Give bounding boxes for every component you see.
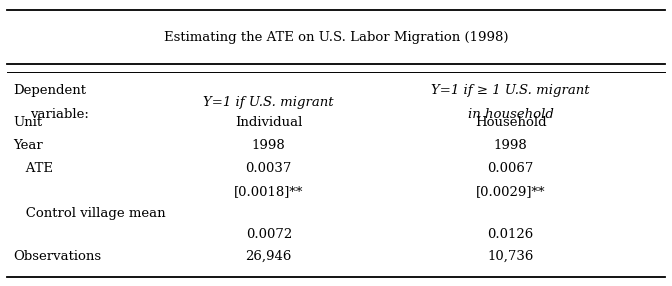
Text: 0.0037: 0.0037: [245, 162, 292, 175]
Text: Y=1 if U.S. migrant: Y=1 if U.S. migrant: [204, 96, 334, 109]
Text: Y=1 if ≥ 1 U.S. migrant: Y=1 if ≥ 1 U.S. migrant: [431, 84, 590, 97]
Text: 0.0126: 0.0126: [488, 228, 534, 241]
Text: Estimating the ATE on U.S. Labor Migration (1998): Estimating the ATE on U.S. Labor Migrati…: [164, 31, 508, 44]
Text: Household: Household: [475, 116, 546, 130]
Text: in household: in household: [468, 108, 554, 121]
Text: Year: Year: [13, 139, 43, 152]
Text: Individual: Individual: [235, 116, 302, 130]
Text: Observations: Observations: [13, 250, 101, 263]
Text: ATE: ATE: [13, 162, 54, 175]
Text: [0.0029]**: [0.0029]**: [476, 185, 546, 198]
Text: Dependent: Dependent: [13, 84, 87, 97]
Text: 1998: 1998: [494, 139, 528, 152]
Text: 0.0067: 0.0067: [487, 162, 534, 175]
Text: [0.0018]**: [0.0018]**: [234, 185, 304, 198]
Text: Control village mean: Control village mean: [13, 206, 166, 220]
Text: 1998: 1998: [252, 139, 286, 152]
Text: Unit: Unit: [13, 116, 42, 130]
Text: variable:: variable:: [30, 108, 89, 121]
Text: 26,946: 26,946: [245, 250, 292, 263]
Text: 0.0072: 0.0072: [246, 228, 292, 241]
Text: 10,736: 10,736: [487, 250, 534, 263]
